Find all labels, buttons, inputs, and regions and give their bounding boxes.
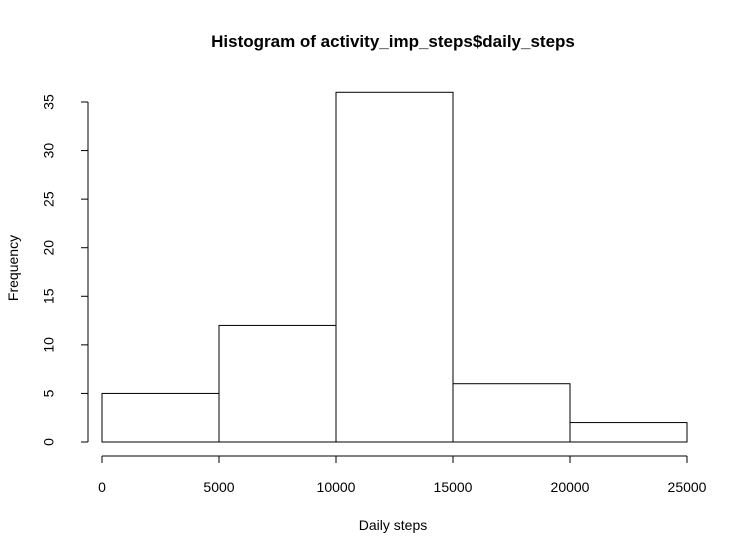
x-tick-label-0: 0 — [98, 479, 106, 495]
y-tick-label-6: 30 — [41, 143, 57, 159]
x-tick-label-3: 15000 — [434, 479, 473, 495]
histogram-bar-2 — [335, 91, 454, 443]
y-tick-label-2: 10 — [41, 337, 57, 353]
histogram-bar-3 — [452, 383, 571, 443]
bars-group — [101, 91, 688, 443]
y-tick-label-5: 25 — [41, 191, 57, 207]
y-axis-label: Frequency — [5, 235, 21, 301]
histogram-bar-4 — [569, 422, 688, 443]
histogram-bar-0 — [101, 392, 220, 443]
y-tick-label-0: 0 — [41, 438, 57, 446]
x-tick-label-2: 10000 — [317, 479, 356, 495]
y-tick-label-1: 5 — [41, 389, 57, 397]
x-tick-label-4: 20000 — [551, 479, 590, 495]
y-tick-label-7: 35 — [41, 94, 57, 110]
chart-title: Histogram of activity_imp_steps$daily_st… — [211, 32, 575, 51]
y-tick-label-4: 20 — [41, 240, 57, 256]
x-axis-label: Daily steps — [359, 517, 427, 533]
x-tick-label-1: 5000 — [203, 479, 234, 495]
x-axis: 0 5000 10000 15000 20000 25000 — [98, 455, 707, 495]
histogram-bar-1 — [218, 324, 337, 443]
x-tick-label-5: 25000 — [668, 479, 707, 495]
y-tick-label-3: 15 — [41, 288, 57, 304]
y-axis: 0 5 10 15 20 25 30 35 — [41, 94, 89, 446]
